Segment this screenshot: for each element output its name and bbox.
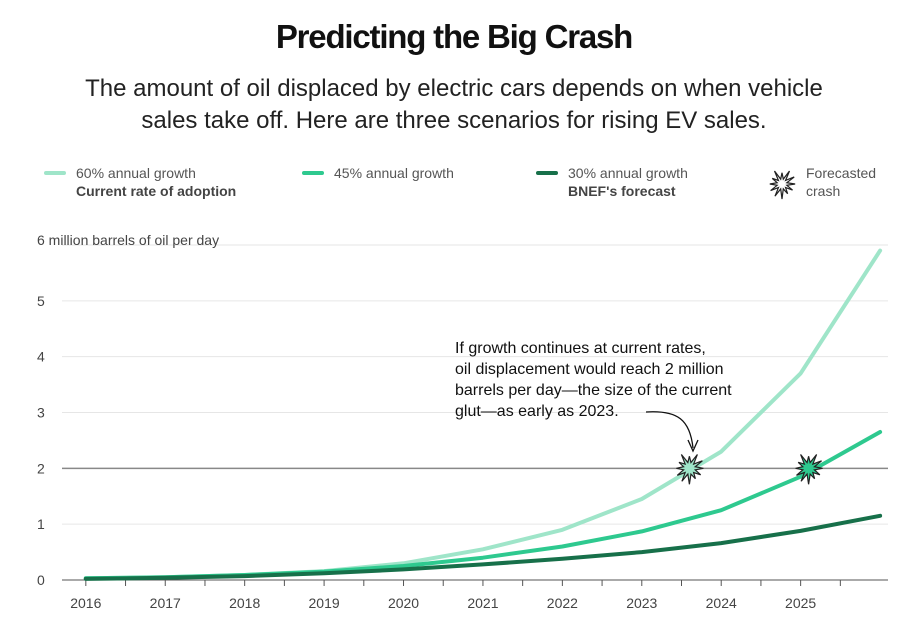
x-axis: 2016 2017 2018 2019 2020 2021 2022 2023 2024 2025 [62, 579, 888, 611]
legend-swatch-45 [302, 171, 324, 175]
y-tick-label-0: 0 [37, 572, 45, 588]
legend-subtext-60: Current rate of adoption [76, 183, 237, 199]
subtitle-line-1: The amount of oil displaced by electric … [85, 75, 823, 102]
annotation-line-1: If growth continues at current rates, [455, 340, 706, 357]
series-line-s45 [83, 430, 883, 581]
y-tick-label-4: 4 [37, 349, 45, 365]
chart-title: Predicting the Big Crash [275, 18, 633, 55]
x-tick-label-2023: 2023 [626, 595, 657, 611]
x-tick-label-2022: 2022 [547, 595, 578, 611]
starburst-icon [795, 454, 823, 485]
legend-label-45: 45% annual growth [334, 164, 454, 182]
crash-marker-1 [676, 454, 704, 485]
x-tick-label-2020: 2020 [388, 595, 419, 611]
x-tick-label-2019: 2019 [309, 595, 340, 611]
legend-swatch-60 [44, 171, 66, 175]
annotation-line-4: glut—as early as 2023. [455, 403, 619, 420]
y-tick-label-5: 5 [37, 293, 45, 309]
x-tick-label-2016: 2016 [70, 595, 101, 611]
y-axis: 0 1 2 3 4 5 6 million barrels of oil per day [37, 232, 219, 588]
starburst-icon [676, 454, 704, 485]
legend-label-crash: Forecasted crash [806, 164, 876, 200]
legend-text-crash-1: Forecasted [806, 165, 877, 181]
annotation-line-3: barrels per day—the size of the current [455, 382, 732, 399]
y-tick-label-2: 2 [37, 460, 45, 476]
legend-label-60: 60% annual growth Current rate of adopti… [76, 164, 236, 200]
legend-text-45: 45% annual growth [334, 165, 454, 181]
annotation: If growth continues at current rates, oil… [455, 340, 732, 453]
x-tick-label-2024: 2024 [706, 595, 737, 611]
crash-markers [676, 454, 823, 485]
legend-label-30: 30% annual growth BNEF's forecast [568, 164, 688, 200]
series-line-s30 [83, 513, 883, 581]
annotation-arrowhead [687, 439, 699, 453]
crash-marker-2 [795, 454, 823, 485]
starburst-icon [769, 170, 796, 200]
x-tick-label-2025: 2025 [785, 595, 816, 611]
y-tick-label-1: 1 [37, 516, 45, 532]
legend-subtext-30: BNEF's forecast [568, 183, 676, 199]
legend-text-60: 60% annual growth [76, 165, 196, 181]
subtitle-line-2: sales take off. Here are three scenarios… [141, 107, 767, 134]
series-lines [83, 248, 883, 581]
y-tick-label-6: 6 million barrels of oil per day [37, 232, 219, 248]
annotation-arrow [645, 411, 694, 449]
y-tick-label-3: 3 [37, 405, 45, 421]
x-tick-label-2017: 2017 [150, 595, 181, 611]
legend-swatch-30 [536, 171, 558, 175]
x-tick-label-2021: 2021 [467, 595, 498, 611]
annotation-line-2: oil displacement would reach 2 million [455, 361, 724, 378]
x-tick-label-2018: 2018 [229, 595, 260, 611]
legend-text-30: 30% annual growth [568, 165, 688, 181]
legend-text-crash-2: crash [806, 183, 841, 199]
chart-subtitle: The amount of oil displaced by electric … [40, 73, 868, 137]
